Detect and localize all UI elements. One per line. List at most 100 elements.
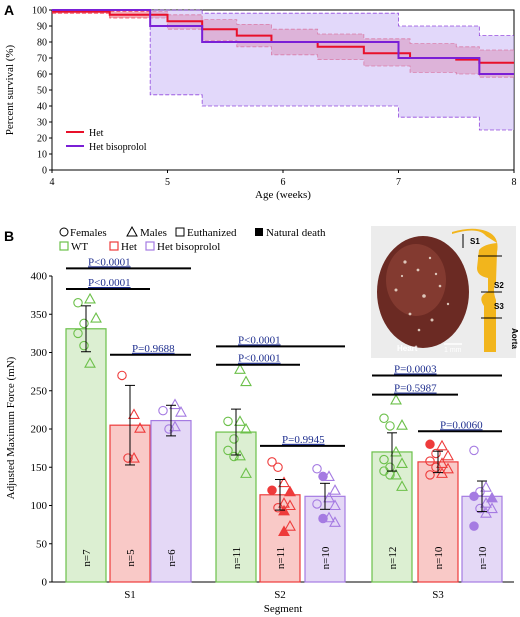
x-axis-ticks: 4 5 6 7 8	[50, 170, 517, 188]
heart-speckles	[394, 256, 450, 332]
female-point	[267, 457, 277, 467]
female-point	[123, 453, 133, 463]
category-labels: S1 S2 S3	[124, 589, 444, 601]
y-tick-label: 300	[31, 347, 48, 359]
female-point	[425, 456, 435, 466]
male-point	[284, 485, 296, 497]
female-point	[273, 503, 283, 513]
heart-shape	[377, 236, 469, 348]
inset-label-s2: S2	[494, 281, 504, 290]
male-point	[240, 467, 252, 478]
female-point	[267, 485, 277, 495]
male-point	[436, 467, 448, 478]
y-tick-label: 40	[37, 102, 47, 113]
bar-het-s2	[259, 494, 301, 583]
photo-background	[371, 226, 516, 358]
panel-a-survival-chart: A 0 10 20 30 40 50 60 70 80 90 100 4 5 6 7 8 Percent s…	[4, 2, 517, 201]
y-tick-label: 50	[37, 86, 47, 97]
female-point	[164, 424, 174, 434]
male-point	[323, 491, 335, 503]
female-point	[318, 471, 328, 482]
female-point	[475, 486, 485, 497]
male-point	[128, 451, 140, 463]
band-het-bisoprolol	[52, 10, 514, 130]
male-point	[442, 462, 454, 474]
sample-size-labels: n=7 n=11 n=12 n=5 n=11 n=10 n=6 n=10 n=10	[81, 546, 489, 569]
female-point	[229, 434, 239, 444]
y-tick-label: 30	[37, 118, 47, 129]
p-value-label: P<0.0001	[88, 256, 131, 268]
x-axis-label: Age (weeks)	[255, 189, 311, 201]
significance-comparisons: P<0.0001 P<0.0001 P=0.9688 P<0.0001 P<0.0001…	[66, 256, 502, 447]
male-point	[240, 375, 252, 387]
n-label: n=12	[387, 547, 399, 570]
male-point	[329, 516, 341, 527]
n-label: n=5	[125, 549, 137, 567]
male-point	[436, 439, 448, 451]
male-point	[175, 406, 187, 417]
x-tick-label: 5	[165, 177, 170, 188]
male-point	[442, 449, 454, 461]
legend-natural-death-marker	[255, 228, 263, 236]
p-value-label: P<0.0001	[88, 277, 131, 289]
curve-het-bisoprolol	[52, 9, 514, 75]
male-point	[396, 480, 408, 491]
female-point	[379, 466, 389, 476]
female-point	[73, 328, 83, 339]
y-tick-label: 0	[42, 166, 47, 177]
female-point	[431, 448, 441, 459]
male-point	[234, 363, 246, 374]
y-tick-label: 250	[31, 385, 48, 397]
n-label: n=11	[275, 547, 287, 569]
n-label: n=10	[320, 546, 332, 569]
bar-het-bisoprolol-s2	[304, 495, 346, 583]
confidence-bands	[52, 9, 514, 131]
error-bars	[81, 305, 487, 513]
n-label: n=10	[477, 546, 489, 569]
female-point	[79, 340, 89, 351]
bar-het-bisoprolol-s3	[461, 495, 503, 583]
x-tick-label: 4	[50, 177, 55, 188]
category-label-s1: S1	[124, 589, 136, 601]
female-point	[425, 439, 435, 450]
y-tick-label: 0	[42, 577, 48, 589]
p-value-label: P=0.9688	[132, 343, 175, 355]
female-point	[223, 445, 233, 456]
female-point	[73, 298, 83, 308]
y-tick-label: 200	[31, 424, 48, 436]
legend-label-het: Het	[89, 128, 104, 139]
legend-wt-label: WT	[71, 241, 88, 253]
panel-a-legend: Het Het bisoprolol	[66, 128, 147, 153]
p-value-label: P<0.0001	[238, 353, 281, 365]
male-point	[284, 520, 296, 531]
p-value-label: P<0.0001	[238, 334, 281, 346]
male-point	[134, 422, 146, 433]
y-tick-label: 60	[37, 70, 47, 81]
heart-highlight	[386, 244, 446, 316]
bar-het-s1	[109, 424, 151, 583]
male-point	[278, 476, 290, 488]
legend-male-marker	[126, 225, 138, 237]
male-point	[480, 507, 492, 518]
female-point	[379, 413, 389, 424]
inset-label-s1: S1	[470, 237, 480, 246]
panel-a-label: A	[4, 2, 14, 18]
female-point	[312, 464, 322, 474]
male-point	[486, 502, 498, 514]
lower-ci-het-bisoprolol	[52, 9, 514, 131]
p-value-label: P=0.0003	[394, 363, 437, 375]
heart-aorta-photo: S1 S2 S3 Aorta Heart 1 mm	[371, 226, 519, 358]
female-point	[379, 454, 389, 465]
bar-het-bisoprolol-s1	[150, 419, 192, 583]
male-point	[234, 415, 246, 426]
female-point	[385, 462, 395, 472]
legend-euthanized-marker	[175, 227, 185, 237]
legend-label-het-bisoprolol: Het bisoprolol	[89, 142, 147, 153]
y-tick-label: 10	[37, 150, 47, 161]
male-point	[278, 525, 290, 537]
legend-males-label: Males	[140, 227, 167, 239]
female-point	[469, 491, 479, 502]
p-value-label: P=0.9945	[282, 434, 325, 446]
upper-ci-het-bisoprolol	[52, 9, 514, 36]
male-point	[323, 470, 335, 481]
